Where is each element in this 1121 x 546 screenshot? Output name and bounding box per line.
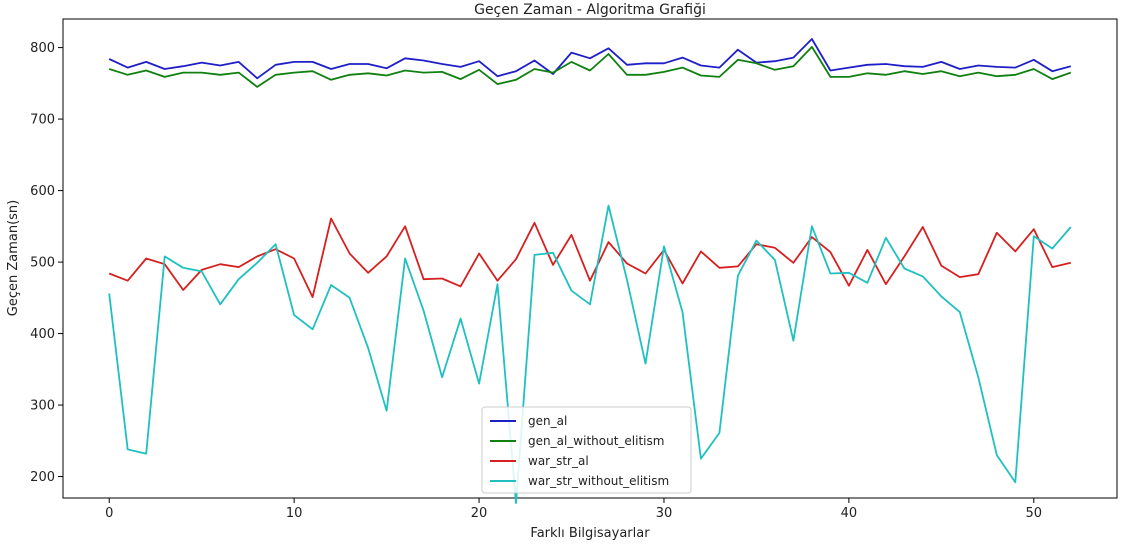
legend-label: war_str_al: [528, 454, 589, 468]
legend: gen_al gen_al_without_elitism war_str_alwa…: [481, 406, 692, 494]
x-tick-label: 10: [286, 506, 303, 521]
y-tick-label: 300: [30, 399, 55, 414]
y-tick-label: 700: [30, 113, 55, 128]
x-tick-label: 50: [1026, 506, 1043, 521]
y-axis-ticks: 200 300 400 500 600 700 800: [30, 41, 63, 485]
series-line-gen-al: [108, 38, 1072, 80]
y-tick-label: 600: [30, 184, 55, 199]
chart-title: Geçen Zaman - Algoritma Grafiği: [474, 2, 706, 18]
plot-area: [62, 18, 1118, 504]
y-tick-label: 400: [30, 327, 55, 342]
legend-label: war_str_without_elitism: [528, 474, 669, 488]
y-axis-title: Geçen Zaman(sn): [6, 200, 21, 317]
x-axis-ticks: 0 10 20 30 40 50: [105, 498, 1042, 521]
x-axis-title: Farklı Bilgisayarlar: [530, 526, 650, 541]
y-tick-label: 500: [30, 256, 55, 271]
series-line-gen-al-without-elitism: [108, 46, 1072, 88]
x-tick-label: 20: [471, 506, 488, 521]
x-tick-label: 30: [656, 506, 673, 521]
legend-label: gen_al: [528, 414, 567, 428]
x-tick-label: 0: [105, 506, 113, 521]
plot-frame: [62, 18, 1118, 499]
series-line-war-str-without-elitism: [108, 204, 1072, 504]
legend-box: [481, 406, 692, 494]
series-layer: [108, 38, 1072, 504]
y-tick-label: 200: [30, 470, 55, 485]
x-tick-label: 40: [841, 506, 858, 521]
series-line-war-str-al: [108, 217, 1072, 299]
y-tick-label: 800: [30, 41, 55, 56]
legend-label: gen_al_without_elitism: [528, 434, 664, 448]
